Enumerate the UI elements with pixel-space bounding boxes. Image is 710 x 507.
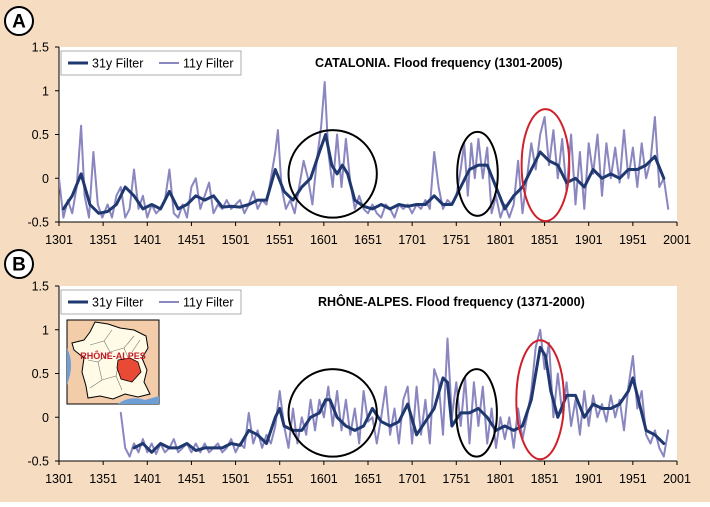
y-tick-label: -0.5 xyxy=(27,455,49,469)
x-tick-label: 1651 xyxy=(354,233,382,247)
x-tick-label: 1401 xyxy=(133,472,161,486)
highlight-ellipse-1 xyxy=(287,368,378,458)
x-tick-label: 1451 xyxy=(178,472,206,486)
x-tick-label: 1451 xyxy=(178,233,206,247)
y-tick-label: 0 xyxy=(42,172,49,186)
highlight-ellipse-2 xyxy=(456,130,499,217)
panel-label: A xyxy=(12,12,26,33)
x-tick-label: 1801 xyxy=(487,472,515,486)
x-tick-label: 1901 xyxy=(575,233,603,247)
highlight-ellipse-1 xyxy=(287,129,378,219)
x-tick-label: 1951 xyxy=(619,233,647,247)
x-tick-label: 1401 xyxy=(133,233,161,247)
x-tick-label: 1651 xyxy=(354,472,382,486)
map-sea-west xyxy=(67,348,71,385)
x-tick-label: 1601 xyxy=(310,472,338,486)
x-tick-label: 1551 xyxy=(266,472,294,486)
france-map-inset: RHÔNE-ALPES xyxy=(66,319,160,405)
legend-label-31y: 31y Filter xyxy=(92,296,143,310)
x-tick-label: 1751 xyxy=(442,233,470,247)
map-sea-south xyxy=(118,396,159,404)
x-tick-label: 1701 xyxy=(398,472,426,486)
highlight-ellipse-2 xyxy=(455,368,498,458)
panel-label-badge xyxy=(4,6,34,36)
chart-title: CATALONIA. Flood frequency (1301-2005) xyxy=(315,56,563,70)
chart-title: RHÔNE-ALPES. Flood frequency (1371-2000) xyxy=(318,294,585,309)
panel-label-badge xyxy=(4,249,34,279)
plot-area xyxy=(59,286,677,461)
legend-box xyxy=(60,50,242,76)
map-department-border xyxy=(131,339,141,353)
x-tick-label: 2001 xyxy=(663,233,691,247)
y-tick-label: -0.5 xyxy=(27,216,49,230)
map-department-border xyxy=(103,329,113,342)
x-tick-label: 1951 xyxy=(619,472,647,486)
y-tick-label: 1 xyxy=(42,323,49,337)
x-tick-label: 1351 xyxy=(89,233,117,247)
series-31y-line xyxy=(132,345,666,454)
x-tick-label: 1501 xyxy=(222,233,250,247)
legend-box xyxy=(60,289,242,315)
highlight-ellipse-3 xyxy=(515,339,565,461)
x-tick-label: 1301 xyxy=(45,233,73,247)
panel-a: A -0.5 0 0.5 1 1.5 1301 1351 1401 1451 1501 1551 160… xyxy=(4,6,691,247)
rhone-alpes-region xyxy=(116,357,142,383)
series-31y-line xyxy=(61,133,666,215)
y-tick-label: 0 xyxy=(42,411,49,425)
legend-label-11y: 11y Filter xyxy=(183,296,233,310)
x-tick-label: 1751 xyxy=(442,472,470,486)
x-tick-label: 1501 xyxy=(222,472,250,486)
x-tick-label: 1801 xyxy=(487,233,515,247)
y-tick-label: 0.5 xyxy=(32,367,49,381)
highlight-ellipse-3 xyxy=(520,108,571,223)
x-tick-label: 2001 xyxy=(663,472,691,486)
x-tick-label: 1851 xyxy=(531,472,559,486)
legend-label-11y: 11y Filter xyxy=(183,57,233,71)
legend-label-31y: 31y Filter xyxy=(92,57,143,71)
x-tick-label: 1601 xyxy=(310,233,338,247)
panel-label: B xyxy=(12,255,26,276)
x-tick-label: 1301 xyxy=(45,472,73,486)
x-tick-label: 1851 xyxy=(531,233,559,247)
x-tick-label: 1551 xyxy=(266,233,294,247)
panel-b: B -0.5 0 0.5 1 1.5 1301 1351 1401 1451 1501 1551 160… xyxy=(4,249,691,486)
x-tick-label: 1351 xyxy=(89,472,117,486)
x-tick-label: 1901 xyxy=(575,472,603,486)
map-region-label: RHÔNE-ALPES xyxy=(80,350,146,361)
y-tick-label: 1.5 xyxy=(32,41,49,55)
x-tick-label: 1701 xyxy=(398,233,426,247)
y-tick-label: 1 xyxy=(42,84,49,98)
y-tick-label: 0.5 xyxy=(32,128,49,142)
y-tick-label: 1.5 xyxy=(32,280,49,294)
